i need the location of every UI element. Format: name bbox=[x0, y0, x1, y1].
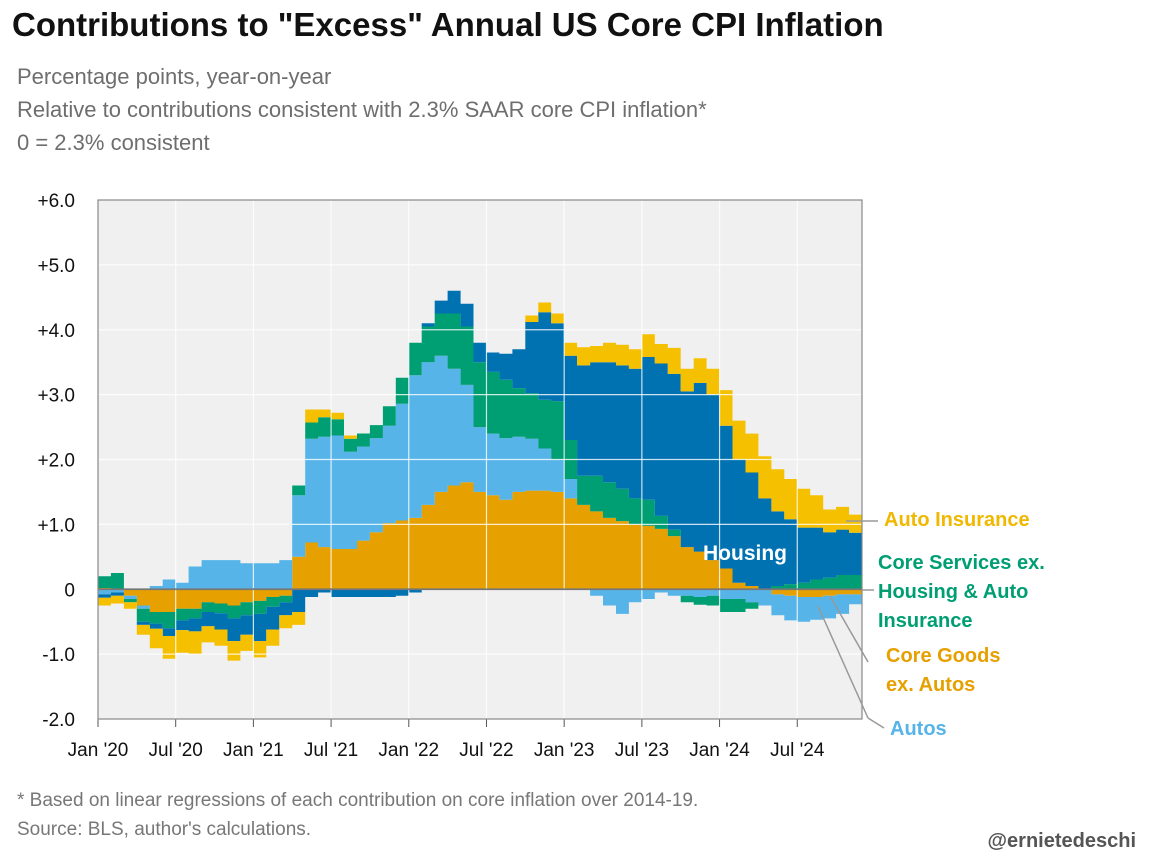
y-tick-label: +5.0 bbox=[37, 256, 75, 277]
area-core-goods-ex-autos-negative bbox=[123, 589, 862, 612]
area-core-services-ex-housing-auto-insurance-positive bbox=[98, 313, 862, 590]
source-text: Source: BLS, author's calculations. bbox=[17, 819, 312, 840]
y-tick-label: -1.0 bbox=[42, 645, 75, 666]
y-tick-label: 0 bbox=[64, 580, 75, 601]
area-core-goods-ex-autos-positive bbox=[98, 482, 772, 590]
area-core-services-ex-housing-auto-insurance-negative bbox=[123, 595, 759, 629]
legend-leader-core-goods-ex-autos bbox=[829, 595, 869, 663]
x-tick-label: Jan '24 bbox=[689, 740, 750, 761]
legend-label-core-services-ex-housing-auto-insurance: Insurance bbox=[878, 610, 972, 632]
y-tick-label: +1.0 bbox=[37, 515, 75, 536]
legend-label-core-services-ex-housing-auto-insurance: Housing & Auto bbox=[878, 581, 1028, 603]
plot-border bbox=[97, 199, 863, 720]
x-tick-label: Jul '21 bbox=[304, 740, 358, 761]
chart-subtitle: Percentage points, year-on-year Relative… bbox=[17, 60, 707, 159]
x-tick-label: Jul '23 bbox=[615, 740, 669, 761]
legend-label-core-services-ex-housing-auto-insurance: Core Services ex. bbox=[878, 552, 1045, 574]
area-housing-negative bbox=[98, 589, 422, 642]
x-tick-label: Jan '20 bbox=[68, 740, 129, 761]
area-auto-insurance-positive bbox=[305, 290, 862, 533]
legend-label-auto-insurance: Auto Insurance bbox=[884, 509, 1030, 531]
area-autos-positive bbox=[149, 355, 591, 590]
chart-title: Contributions to "Excess" Annual US Core… bbox=[12, 6, 884, 43]
subtitle-line-units: Percentage points, year-on-year bbox=[17, 64, 332, 89]
y-tick-label: +6.0 bbox=[37, 191, 75, 212]
legend-leader-autos bbox=[817, 605, 869, 719]
x-tick-label: Jan '23 bbox=[534, 740, 595, 761]
x-tick-label: Jul '24 bbox=[770, 740, 825, 761]
y-tick-label: +2.0 bbox=[37, 451, 75, 472]
legend-label-autos: Autos bbox=[890, 718, 947, 740]
chart-footnote: * Based on linear regressions of each co… bbox=[17, 786, 698, 844]
footnote-text: * Based on linear regressions of each co… bbox=[17, 790, 699, 811]
x-tick-label: Jan '22 bbox=[378, 740, 439, 761]
author-credit: @ernietedeschi bbox=[987, 830, 1136, 852]
x-tick-label: Jul '20 bbox=[149, 740, 203, 761]
legend-label-core-goods-ex-autos: ex. Autos bbox=[886, 674, 975, 696]
subtitle-line-relative: Relative to contributions consistent wit… bbox=[17, 97, 707, 122]
subtitle-line-zero: 0 = 2.3% consistent bbox=[17, 130, 210, 155]
y-tick-label: +4.0 bbox=[37, 321, 75, 342]
legend-label-core-goods-ex-autos: Core Goods bbox=[886, 645, 1000, 667]
x-tick-label: Jan '21 bbox=[223, 740, 284, 761]
x-tick-label: Jul '22 bbox=[459, 740, 513, 761]
housing-area-label: Housing bbox=[703, 542, 787, 565]
area-autos-negative bbox=[98, 589, 862, 622]
y-tick-label: +3.0 bbox=[37, 386, 75, 407]
legend-leader-autos-tail bbox=[867, 717, 885, 729]
y-tick-label: -2.0 bbox=[42, 710, 75, 731]
area-housing-positive bbox=[123, 290, 862, 590]
